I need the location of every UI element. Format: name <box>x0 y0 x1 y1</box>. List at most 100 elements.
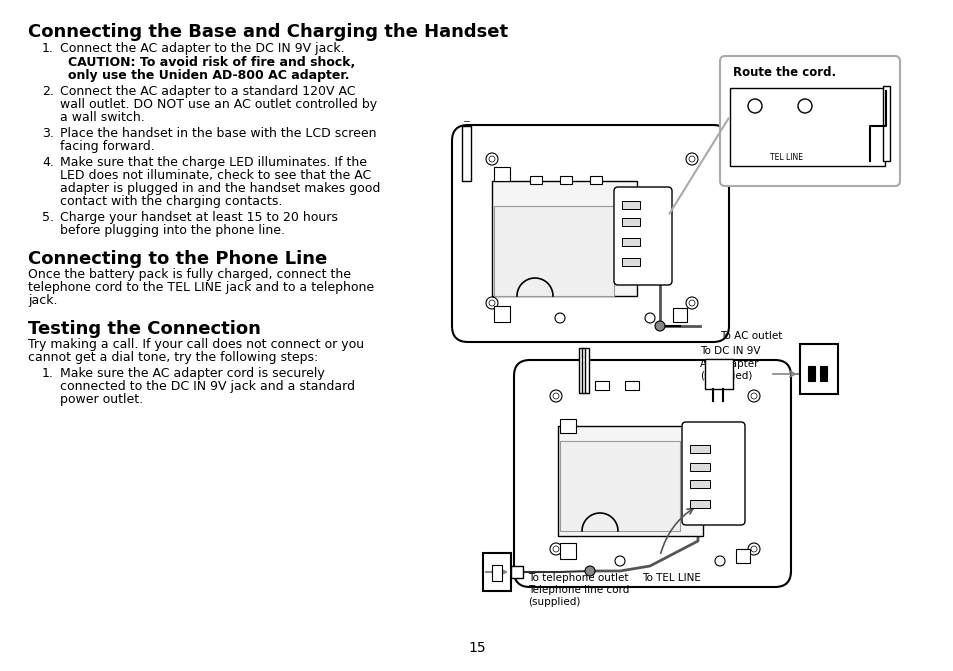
Bar <box>621 218 639 226</box>
Bar <box>689 463 709 471</box>
Text: To DC IN 9V: To DC IN 9V <box>700 346 760 356</box>
Text: Testing the Connection: Testing the Connection <box>28 320 260 338</box>
FancyBboxPatch shape <box>681 422 744 525</box>
Bar <box>492 181 637 296</box>
Circle shape <box>797 99 811 113</box>
Circle shape <box>550 543 561 555</box>
Circle shape <box>644 313 655 323</box>
Circle shape <box>685 153 698 165</box>
Text: TEL LINE: TEL LINE <box>769 153 802 162</box>
Circle shape <box>747 390 760 402</box>
Circle shape <box>747 99 761 113</box>
Text: jack.: jack. <box>28 294 57 307</box>
Text: LED does not illuminate, check to see that the AC: LED does not illuminate, check to see th… <box>60 169 371 182</box>
Circle shape <box>688 300 695 306</box>
Text: Make sure that the charge LED illuminates. If the: Make sure that the charge LED illuminate… <box>60 156 367 169</box>
Text: 5.: 5. <box>42 211 54 224</box>
Text: only use the Uniden AD-800 AC adapter.: only use the Uniden AD-800 AC adapter. <box>68 69 349 82</box>
Bar <box>578 348 582 393</box>
Text: contact with the charging contacts.: contact with the charging contacts. <box>60 195 282 208</box>
Text: facing forward.: facing forward. <box>60 140 154 153</box>
Text: 2.: 2. <box>42 85 53 98</box>
Circle shape <box>550 390 561 402</box>
Bar <box>494 206 614 296</box>
Circle shape <box>553 546 558 552</box>
Circle shape <box>688 156 695 162</box>
Bar <box>584 348 588 393</box>
Text: AC adapter
(supplied): AC adapter (supplied) <box>700 359 758 380</box>
Text: connected to the DC IN 9V jack and a standard: connected to the DC IN 9V jack and a sta… <box>60 380 355 393</box>
Circle shape <box>489 156 495 162</box>
Text: before plugging into the phone line.: before plugging into the phone line. <box>60 224 285 237</box>
FancyBboxPatch shape <box>720 56 899 186</box>
Bar <box>559 441 679 531</box>
Bar <box>689 480 709 488</box>
Bar <box>882 86 889 161</box>
Bar <box>511 566 522 578</box>
Circle shape <box>615 556 624 566</box>
Circle shape <box>553 393 558 399</box>
Bar <box>595 381 608 390</box>
Bar <box>492 565 501 581</box>
Bar <box>559 419 576 433</box>
Bar <box>530 176 541 184</box>
Circle shape <box>485 297 497 309</box>
Bar <box>581 348 585 393</box>
Text: Connect the AC adapter to a standard 120V AC: Connect the AC adapter to a standard 120… <box>60 85 355 98</box>
Bar <box>624 381 639 390</box>
Bar <box>559 176 572 184</box>
Bar <box>559 543 576 559</box>
Bar <box>482 553 511 591</box>
Circle shape <box>584 566 595 576</box>
Text: Connecting to the Phone Line: Connecting to the Phone Line <box>28 250 327 268</box>
Text: To telephone outlet: To telephone outlet <box>527 573 628 583</box>
Text: a wall switch.: a wall switch. <box>60 111 145 124</box>
Text: 3.: 3. <box>42 127 53 140</box>
Bar <box>729 88 884 166</box>
Circle shape <box>714 556 724 566</box>
Text: 1.: 1. <box>42 42 53 55</box>
Bar <box>621 238 639 246</box>
Text: telephone cord to the TEL LINE jack and to a telephone: telephone cord to the TEL LINE jack and … <box>28 281 374 294</box>
FancyBboxPatch shape <box>452 125 728 342</box>
Text: Connect the AC adapter to the DC IN 9V jack.: Connect the AC adapter to the DC IN 9V j… <box>60 42 344 55</box>
Bar <box>820 366 826 381</box>
Text: Once the battery pack is fully charged, connect the: Once the battery pack is fully charged, … <box>28 268 351 281</box>
Bar <box>672 308 686 322</box>
Text: 4.: 4. <box>42 156 53 169</box>
Text: To AC outlet: To AC outlet <box>720 331 781 341</box>
Circle shape <box>655 321 664 331</box>
Bar <box>494 167 510 181</box>
Bar <box>704 359 732 389</box>
FancyBboxPatch shape <box>614 187 671 285</box>
Text: 1.: 1. <box>42 367 53 380</box>
Circle shape <box>747 543 760 555</box>
Circle shape <box>685 297 698 309</box>
Text: wall outlet. DO NOT use an AC outlet controlled by: wall outlet. DO NOT use an AC outlet con… <box>60 98 376 111</box>
Bar <box>558 426 702 536</box>
Text: 15: 15 <box>468 641 485 655</box>
Text: Connecting the Base and Charging the Handset: Connecting the Base and Charging the Han… <box>28 23 508 41</box>
Bar <box>621 258 639 266</box>
Text: To TEL LINE: To TEL LINE <box>641 573 700 583</box>
Bar <box>800 344 837 394</box>
Bar <box>461 126 471 181</box>
Bar <box>689 445 709 453</box>
Bar <box>689 500 709 508</box>
Text: Route the cord.: Route the cord. <box>732 66 835 79</box>
Circle shape <box>489 300 495 306</box>
Text: cannot get a dial tone, try the following steps:: cannot get a dial tone, try the followin… <box>28 351 318 364</box>
Circle shape <box>555 313 564 323</box>
Circle shape <box>485 153 497 165</box>
Text: power outlet.: power outlet. <box>60 393 143 406</box>
Bar <box>589 176 601 184</box>
Text: CAUTION: To avoid risk of fire and shock,: CAUTION: To avoid risk of fire and shock… <box>68 56 355 69</box>
Circle shape <box>750 546 757 552</box>
Text: (supplied): (supplied) <box>527 597 579 607</box>
Text: adapter is plugged in and the handset makes good: adapter is plugged in and the handset ma… <box>60 182 380 195</box>
Text: Charge your handset at least 15 to 20 hours: Charge your handset at least 15 to 20 ho… <box>60 211 337 224</box>
Bar <box>807 366 814 381</box>
Text: Telephone line cord: Telephone line cord <box>527 585 629 595</box>
Text: Try making a call. If your call does not connect or you: Try making a call. If your call does not… <box>28 338 364 351</box>
FancyBboxPatch shape <box>514 360 790 587</box>
